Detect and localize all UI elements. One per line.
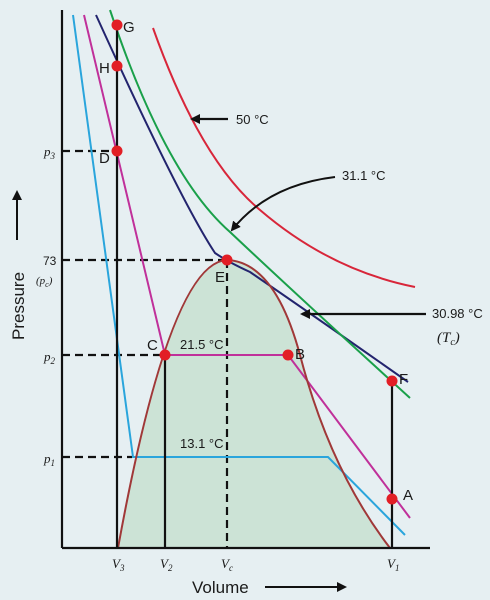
isotherm-13-1 <box>72 14 406 536</box>
label-g: G <box>123 19 135 36</box>
label-c: C <box>147 337 158 354</box>
label-a: A <box>403 487 413 504</box>
point-g <box>111 19 123 31</box>
label-13-1c: 13.1 °C <box>180 436 224 451</box>
label-e: E <box>215 269 225 286</box>
point-c <box>159 349 171 361</box>
volume-lines <box>115 22 394 548</box>
arrow-31-1c <box>230 176 336 232</box>
tick-v2: V2 <box>160 556 173 573</box>
tick-p1: p1 <box>43 451 55 468</box>
label-b: B <box>295 346 305 363</box>
tick-73: 73 <box>43 254 57 268</box>
label-d: D <box>99 150 110 167</box>
tick-p3: p3 <box>43 144 56 161</box>
point-d <box>111 145 123 157</box>
label-30-98c: 30.98 °C <box>432 306 483 321</box>
point-a <box>386 493 398 505</box>
state-points <box>111 19 398 505</box>
point-f <box>386 375 398 387</box>
label-tc: (Tc) <box>437 330 460 348</box>
point-h <box>111 60 123 72</box>
label-31-1c: 31.1 °C <box>342 168 386 183</box>
label-50c: 50 °C <box>236 112 269 127</box>
saturation-dome <box>117 258 391 549</box>
dome-fill <box>118 260 390 548</box>
tick-v3: V3 <box>112 556 125 573</box>
isotherm-50 <box>152 27 416 288</box>
tick-vc: Vc <box>221 556 233 573</box>
tick-pc: (pc) <box>36 275 53 289</box>
x-axis-title: Volume <box>192 578 249 597</box>
isotherm-21-5 <box>83 14 411 519</box>
dashed-guides <box>62 149 229 548</box>
point-e <box>221 254 233 266</box>
isotherm-31-1 <box>109 9 411 399</box>
tick-v1: V1 <box>387 556 399 573</box>
point-b <box>282 349 294 361</box>
label-f: F <box>399 371 408 388</box>
y-axis-title: Pressure <box>9 272 28 340</box>
label-21-5c: 21.5 °C <box>180 337 224 352</box>
tick-p2: p2 <box>43 349 56 366</box>
label-h: H <box>99 60 110 77</box>
